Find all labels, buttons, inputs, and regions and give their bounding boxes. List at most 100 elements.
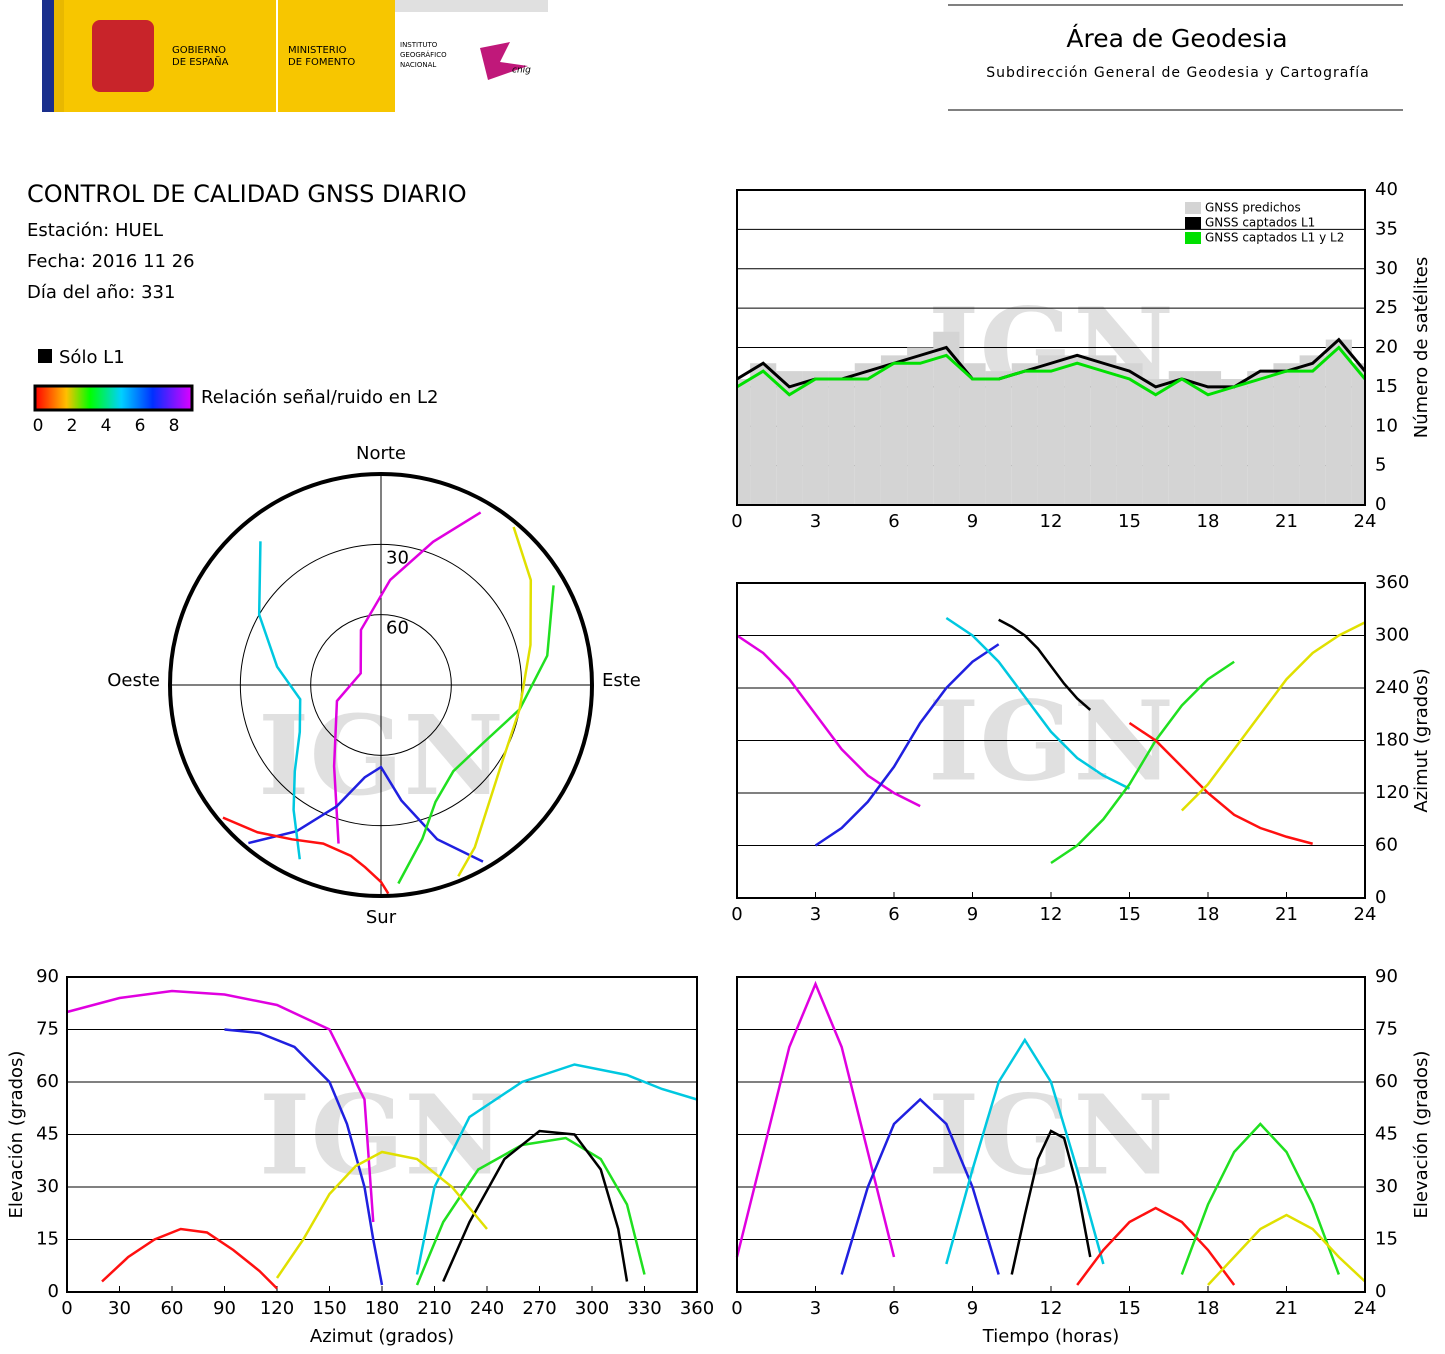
colorbar xyxy=(33,384,194,412)
y-tick-label: 90 xyxy=(1375,966,1398,987)
x-tick-label: 150 xyxy=(312,1298,346,1319)
ring-label: 30 xyxy=(386,547,409,568)
colorbar-label: Relación señal/ruido en L2 xyxy=(201,387,438,408)
y-axis-label: Elevación (grados) xyxy=(1411,1051,1432,1219)
y-tick-label: 75 xyxy=(36,1019,59,1040)
y-tick-label: 15 xyxy=(1375,376,1398,397)
colorbar-tick: 0 xyxy=(33,416,44,436)
y-tick-label: 60 xyxy=(1375,1071,1398,1092)
bar xyxy=(750,363,777,505)
elevation-ring xyxy=(239,543,523,827)
date: Fecha: 2016 11 26 xyxy=(27,251,195,272)
y-tick-label: 120 xyxy=(1375,782,1409,803)
bar xyxy=(1116,363,1143,505)
track xyxy=(442,1129,629,1283)
x-tick-label: 24 xyxy=(1354,511,1377,532)
x-tick-label: 30 xyxy=(108,1298,131,1319)
x-tick-label: 240 xyxy=(470,1298,504,1319)
x-tick-label: 3 xyxy=(810,904,821,925)
track xyxy=(1207,1213,1366,1286)
x-tick-label: 0 xyxy=(61,1298,72,1319)
south: Sur xyxy=(366,907,397,928)
track xyxy=(415,1063,698,1275)
x-tick-label: 12 xyxy=(1040,1298,1063,1319)
bar xyxy=(1273,363,1300,505)
x-tick-label: 21 xyxy=(1275,1298,1298,1319)
y-axis-label: Azimut (grados) xyxy=(1411,668,1432,812)
track xyxy=(1050,660,1235,865)
plot-frame xyxy=(66,976,698,1293)
x-axis-label: Tiempo (horas) xyxy=(982,1326,1120,1347)
colorbar-tick: 4 xyxy=(101,416,112,436)
bar xyxy=(1168,371,1195,505)
x-tick-label: 9 xyxy=(967,904,978,925)
bar xyxy=(1221,379,1248,505)
y-axis-label: Número de satélites xyxy=(1411,257,1432,439)
colorbar-tick: 8 xyxy=(169,416,180,436)
track xyxy=(945,616,1131,790)
x-tick-label: 3 xyxy=(810,511,821,532)
x-tick-label: 360 xyxy=(680,1298,714,1319)
flag-blue xyxy=(42,0,54,112)
x-tick-label: 330 xyxy=(627,1298,661,1319)
north: Norte xyxy=(356,443,406,464)
bar xyxy=(828,371,855,505)
elevation-ring xyxy=(310,614,452,756)
y-tick-label: 0 xyxy=(1375,887,1386,908)
x-tick-label: 6 xyxy=(888,904,899,925)
x-tick-label: 0 xyxy=(731,1298,742,1319)
track xyxy=(1128,721,1313,845)
legend-swatch xyxy=(1185,217,1201,229)
y-tick-label: 360 xyxy=(1375,572,1409,593)
bar xyxy=(1299,355,1326,505)
x-tick-label: 90 xyxy=(213,1298,236,1319)
track xyxy=(101,1227,278,1290)
bar xyxy=(1037,355,1065,505)
bar xyxy=(802,371,829,505)
legend-swatch xyxy=(1185,202,1201,214)
subdir: Subdirección General de Geodesia y Carto… xyxy=(986,65,1370,81)
x-tick-label: 9 xyxy=(967,1298,978,1319)
legend-swatch xyxy=(1185,232,1201,244)
y-tick-label: 240 xyxy=(1375,677,1409,698)
x-tick-label: 24 xyxy=(1354,904,1377,925)
track xyxy=(332,511,482,844)
l1-swatch xyxy=(38,349,52,363)
x-tick-label: 6 xyxy=(888,1298,899,1319)
x-tick-label: 18 xyxy=(1197,904,1220,925)
bar xyxy=(959,363,986,505)
track xyxy=(248,765,484,863)
y-tick-label: 0 xyxy=(1375,494,1386,515)
x-tick-label: 15 xyxy=(1118,904,1141,925)
y-axis-label: Elevación (grados) xyxy=(6,1051,27,1219)
legend-label: GNSS captados L1 xyxy=(1205,216,1315,230)
track xyxy=(66,989,375,1223)
x-tick-label: 270 xyxy=(522,1298,556,1319)
gov-text: GOBIERNO xyxy=(172,45,226,56)
y-tick-label: 30 xyxy=(36,1176,59,1197)
area-title: Área de Geodesia xyxy=(1066,24,1287,53)
x-tick-label: 21 xyxy=(1275,904,1298,925)
info: CONTROL DE CALIDAD GNSS DIARIO Estación:… xyxy=(27,180,467,412)
header: GOBIERNO DE ESPAÑA MINISTERIO DE FOMENTO… xyxy=(42,0,1403,112)
bar xyxy=(1064,355,1091,505)
y-tick-label: 0 xyxy=(48,1281,59,1302)
x-tick-label: 15 xyxy=(1118,1298,1141,1319)
bar xyxy=(854,363,881,505)
y-tick-label: 20 xyxy=(1375,337,1398,358)
y-tick-label: 25 xyxy=(1375,297,1398,318)
track xyxy=(814,643,1000,847)
track xyxy=(998,618,1092,711)
plot-frame xyxy=(736,582,1366,899)
bar xyxy=(1325,339,1352,505)
y-tick-label: 45 xyxy=(1375,1124,1398,1145)
x-tick-label: 12 xyxy=(1040,904,1063,925)
x-tick-label: 60 xyxy=(161,1298,184,1319)
institute-text: GEOGRÁFICO xyxy=(400,50,447,59)
y-tick-label: 90 xyxy=(36,966,59,987)
track xyxy=(840,1097,1000,1275)
flag-yellow xyxy=(54,0,64,112)
track xyxy=(222,816,390,895)
x-tick-label: 12 xyxy=(1040,511,1063,532)
